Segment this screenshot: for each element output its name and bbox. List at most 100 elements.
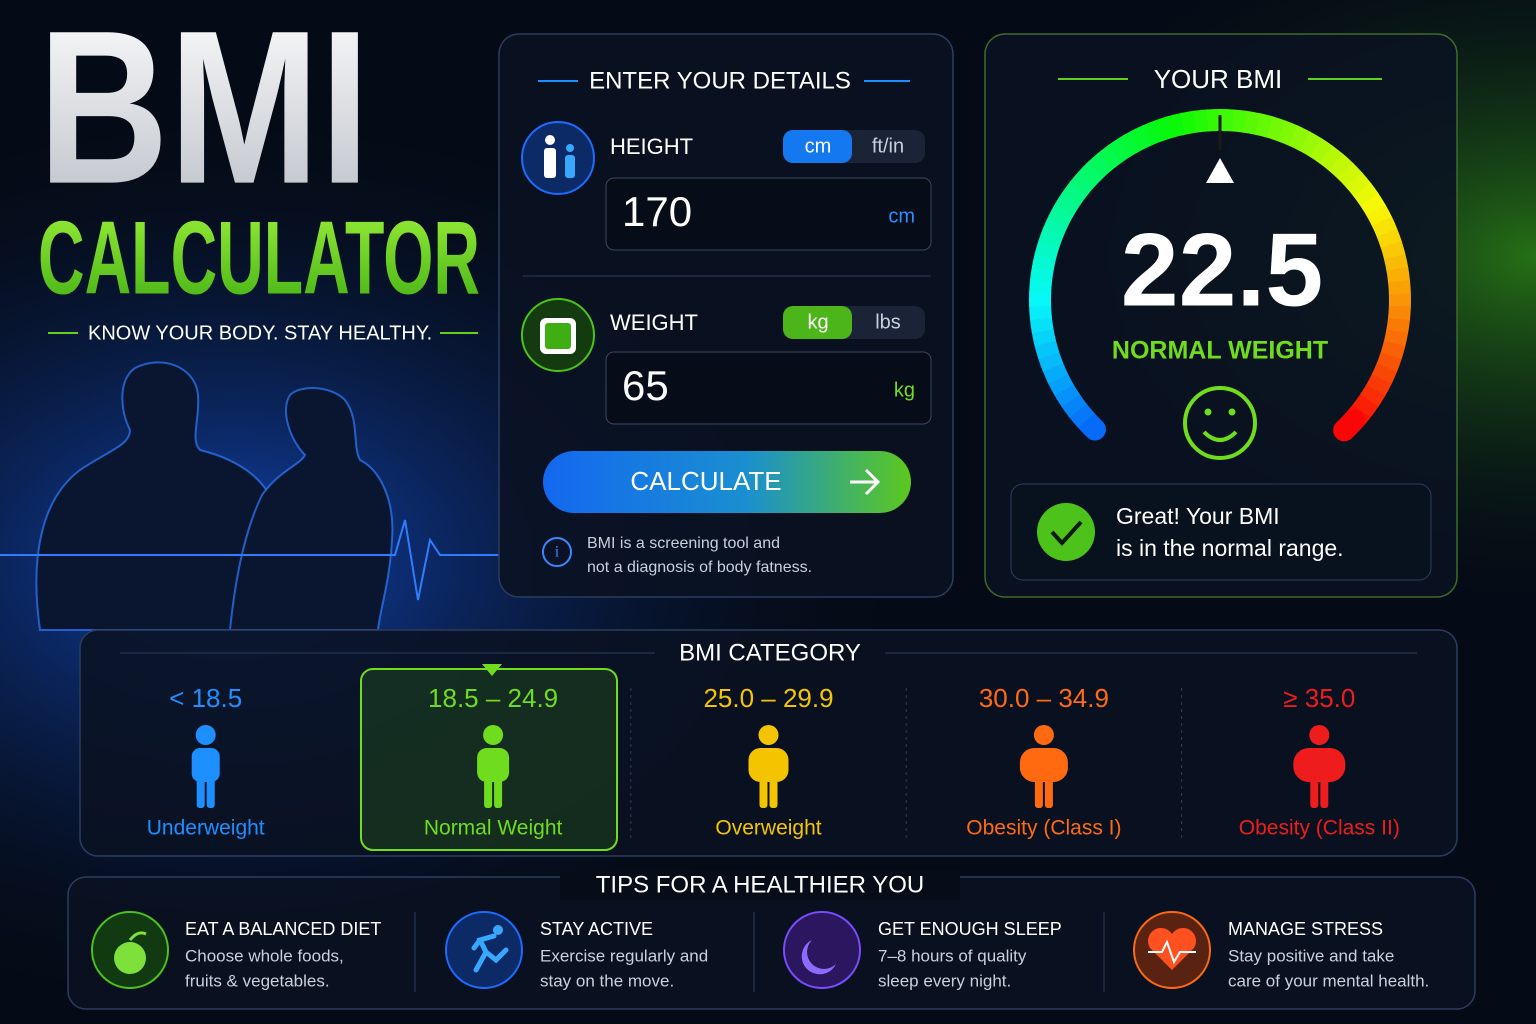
weight-icon-scale: [545, 323, 571, 349]
gauge-segment: [1387, 305, 1411, 322]
unit-option[interactable]: kg: [807, 311, 828, 333]
category-figure-head: [1309, 725, 1330, 745]
gauge-segment: [1388, 280, 1411, 296]
gauge-segment: [1118, 130, 1142, 157]
unit-option[interactable]: cm: [805, 135, 832, 157]
category-title: BMI CATEGORY: [679, 639, 861, 666]
bmi-category: NORMAL WEIGHT: [1112, 337, 1328, 365]
tip-title: MANAGE STRESS: [1228, 919, 1383, 939]
weight-unit: kg: [894, 379, 915, 401]
gauge-segment: [1383, 253, 1409, 272]
gauge-segment: [1031, 328, 1057, 347]
category-range: 25.0 – 29.9: [703, 683, 833, 713]
unit-option[interactable]: ft/in: [872, 135, 904, 157]
pulse-line: [0, 519, 500, 601]
category-range: 18.5 – 24.9: [428, 683, 558, 713]
gauge-segment: [1383, 329, 1409, 348]
category-label: Obesity (Class II): [1239, 817, 1400, 840]
result-title: YOUR BMI: [1154, 64, 1283, 94]
gauge-segment: [1376, 228, 1403, 249]
gauge-segment: [1087, 152, 1113, 179]
tip-title: EAT A BALANCED DIET: [185, 919, 381, 939]
info-icon-glyph: i: [555, 544, 560, 561]
gauge-segment: [1130, 124, 1153, 151]
gauge-segment: [1097, 144, 1122, 171]
gauge-segment: [1309, 138, 1334, 165]
tip-text: sleep every night.: [878, 971, 1011, 990]
tip-text: stay on the move.: [540, 971, 674, 990]
gauge-segment: [1078, 161, 1104, 187]
height-unit: cm: [888, 205, 915, 227]
category-figure-head: [483, 725, 504, 745]
weight-input[interactable]: [605, 351, 932, 425]
height-icon-figure: [544, 135, 575, 178]
unit-option[interactable]: lbs: [875, 311, 901, 333]
gauge-segment: [1107, 137, 1132, 164]
gauge-segment: [1054, 192, 1081, 216]
gauge-segment: [1328, 153, 1354, 180]
category-figure-body: [191, 748, 220, 782]
note-line: not a diagnosis of body fatness.: [587, 559, 812, 576]
gauge-segment: [1231, 109, 1248, 133]
gauge-segment: [1037, 351, 1064, 372]
gauge-segment: [1243, 110, 1262, 135]
tip-text: fruits & vegetables.: [185, 971, 330, 990]
gauge-segment: [1069, 171, 1096, 197]
gauge-segment: [1366, 204, 1393, 228]
message-line: is in the normal range.: [1116, 535, 1344, 561]
gauge-segment: [1042, 362, 1069, 384]
category-figure-head: [758, 725, 779, 745]
category-figure-head: [1033, 725, 1054, 745]
gauge-segment: [1068, 403, 1095, 428]
calculate-label[interactable]: CALCULATE: [630, 466, 781, 496]
category-figure-leg: [494, 775, 503, 808]
gauge-segment: [1030, 265, 1054, 283]
gauge-segment: [1074, 408, 1106, 441]
gauge-segment: [1154, 116, 1175, 142]
category-range: 30.0 – 34.9: [979, 683, 1109, 713]
title-mask: [560, 870, 960, 900]
category-label: Underweight: [147, 817, 265, 840]
gauge-segment: [1365, 374, 1392, 397]
unit-option-active[interactable]: [783, 130, 852, 163]
gauge-segment: [1376, 352, 1402, 373]
gauge-segment: [1167, 112, 1187, 138]
gauge-segment: [1034, 339, 1060, 360]
gauge-segment: [1380, 240, 1406, 261]
message-line: Great! Your BMI: [1116, 503, 1280, 529]
check-icon: [1037, 503, 1095, 561]
category-list: < 18.5 Underweight 18.5 – 24.9 Normal Weigh…: [147, 664, 1400, 851]
category-label: Overweight: [715, 817, 821, 840]
gauge-segment: [1360, 193, 1387, 217]
tip-text: 7–8 hours of quality: [878, 946, 1027, 965]
unit-option-active[interactable]: [783, 306, 852, 339]
height-label: HEIGHT: [610, 134, 693, 159]
calculate-button[interactable]: [543, 451, 911, 513]
bmi-gauge: [1029, 109, 1411, 442]
category-figure-body: [1019, 748, 1068, 782]
gauge-segment: [1353, 182, 1380, 207]
gauge-segment: [1047, 372, 1074, 396]
gauge-segment: [1061, 181, 1088, 206]
gauge-segment: [1060, 393, 1087, 418]
gauge-segment: [1255, 113, 1274, 138]
gauge-segment: [1031, 252, 1057, 271]
category-pointer: [482, 664, 502, 676]
height-input[interactable]: [605, 177, 932, 251]
category-figure-leg: [206, 775, 215, 808]
arrow-icon: [850, 468, 881, 496]
weight-value: 65: [622, 362, 669, 409]
gauge-segment: [1193, 109, 1210, 133]
gauge-segment: [1266, 116, 1287, 142]
gauge-segment: [1029, 304, 1052, 320]
height-value: 170: [622, 188, 692, 235]
tip-icons: [91, 911, 1211, 989]
category-figure-leg: [1044, 775, 1053, 808]
tips-title: TIPS FOR A HEALTHIER YOU: [596, 871, 925, 898]
gauge-segment: [1359, 384, 1386, 408]
gauge-segment: [1042, 215, 1069, 237]
gauge-segment: [1386, 317, 1410, 335]
info-icon: [542, 537, 572, 567]
hero-title: BMI: [38, 0, 370, 230]
gauge-segment: [1299, 131, 1323, 158]
